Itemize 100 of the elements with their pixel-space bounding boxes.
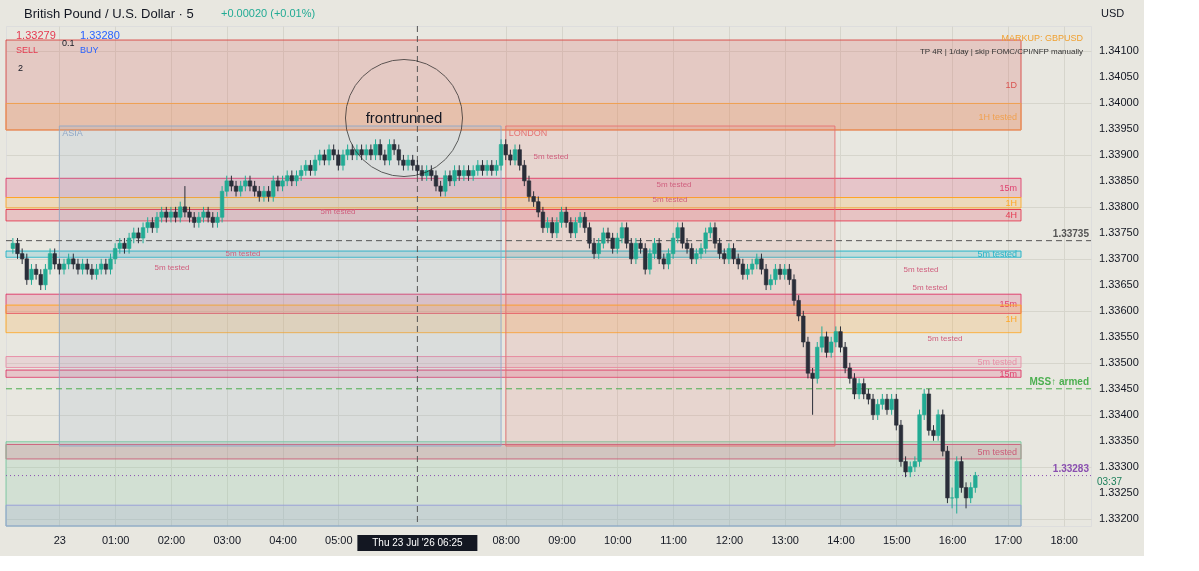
candlestick <box>447 169 453 187</box>
candlestick <box>340 149 346 171</box>
candlestick <box>271 175 276 203</box>
band-label: ASIA <box>62 128 83 138</box>
band-label: 1H <box>1005 313 1017 324</box>
x-tick-label: 08:00 <box>492 533 520 546</box>
band-label: 15m <box>999 368 1017 379</box>
candlestick <box>689 242 694 265</box>
candlestick <box>312 154 318 177</box>
x-tick-label: 13:00 <box>771 533 799 546</box>
candlestick <box>168 206 174 223</box>
ref-line-label: MSS↑ armed <box>1029 375 1089 387</box>
candlestick <box>884 393 890 416</box>
y-tick-label: 1.34050 <box>1099 69 1139 82</box>
y-tick-label: 1.33500 <box>1099 355 1139 368</box>
candlestick <box>368 144 373 161</box>
y-tick-label: 1.33300 <box>1099 459 1139 472</box>
candlestick <box>433 169 439 192</box>
candlestick <box>326 144 332 166</box>
band-label: LONDON <box>508 128 548 138</box>
band-label: 5m tested <box>977 249 1017 260</box>
candlestick <box>10 237 15 255</box>
candlestick <box>247 175 253 192</box>
x-tick-label: 14:00 <box>827 533 855 546</box>
candlestick <box>610 232 615 255</box>
candlestick <box>29 263 34 286</box>
y-tick-label: 1.33600 <box>1099 303 1139 316</box>
candlestick <box>452 164 457 187</box>
annotation: 5m tested <box>656 180 692 189</box>
x-tick-label: 05:00 <box>325 533 353 546</box>
y-tick-label: 1.33850 <box>1099 173 1139 186</box>
band-label: 5m tested <box>977 357 1017 368</box>
text: +0.00020 (+0.01%) <box>221 7 316 19</box>
y-tick-label: 1.33950 <box>1099 121 1139 134</box>
y-tick-label: 1.33200 <box>1099 511 1139 524</box>
annotation: 2 <box>18 63 24 73</box>
ref-line-label: 1.33283 <box>1052 462 1090 474</box>
text: USD <box>1101 7 1125 19</box>
x-tick-label: 17:00 <box>994 533 1023 546</box>
candlestick <box>726 242 732 265</box>
candlestick <box>633 237 639 265</box>
band-label: 1H tested <box>978 111 1017 122</box>
x-tick-label: 01:00 <box>101 533 130 546</box>
candlestick <box>498 138 504 171</box>
candlestick <box>512 144 518 166</box>
candlestick <box>870 393 876 421</box>
annotation: SELL <box>16 45 39 55</box>
x-tick-label: 16:00 <box>938 533 967 546</box>
candlestick <box>61 258 67 275</box>
annotation: TP 4R | 1/day | skip FOMC/CPI/NFP manually <box>919 47 1083 56</box>
candlestick <box>889 393 894 416</box>
text: 03:37 <box>1097 476 1123 487</box>
annotation: 5m tested <box>533 152 569 161</box>
candlestick <box>657 237 662 265</box>
band-label: 4H <box>1005 210 1017 221</box>
annotation: MARKUP: GBPUSD <box>1001 33 1084 43</box>
x-tick-label: 03:00 <box>213 533 242 546</box>
x-tick-label: 12:00 <box>715 533 744 546</box>
y-tick-label: 1.33650 <box>1099 277 1139 290</box>
candlestick <box>154 211 160 234</box>
annotation: 0.1 <box>62 38 75 48</box>
candlestick <box>233 180 239 197</box>
annotation: 5m tested <box>927 334 963 343</box>
candlestick <box>387 138 392 166</box>
candlestick <box>573 216 578 239</box>
band-label: 15m <box>999 182 1017 193</box>
candlestick <box>824 331 829 359</box>
annotation: BUY <box>80 45 99 55</box>
candlestick <box>443 169 448 197</box>
annotation: 5m tested <box>154 263 190 272</box>
band-label: 5m tested <box>977 446 1017 457</box>
candlestick <box>550 216 555 239</box>
candlestick <box>261 185 267 203</box>
candlestick <box>140 221 146 244</box>
annotation: 1.33279 <box>16 29 56 41</box>
candlestick <box>178 201 183 223</box>
annotation: 5m tested <box>903 265 939 274</box>
candlestick <box>89 263 94 281</box>
band-label: 1H <box>1005 197 1017 208</box>
candlestick <box>485 159 490 177</box>
y-tick-label: 1.33400 <box>1099 407 1139 420</box>
y-tick-label: 1.33350 <box>1099 433 1139 446</box>
candlestick <box>103 258 108 275</box>
band-label: 1D <box>1005 79 1018 90</box>
x-tick-label: 11:00 <box>660 533 687 546</box>
x-tick-label: 04:00 <box>269 533 297 546</box>
annotation: 5m tested <box>912 283 948 292</box>
candlestick <box>75 258 81 275</box>
candlestick <box>127 232 132 255</box>
x-tick-label: 02:00 <box>157 533 186 546</box>
x-tick-label: 10:00 <box>604 533 632 546</box>
candlestick <box>378 138 383 161</box>
candlestick <box>373 138 378 161</box>
candlestick <box>405 154 411 171</box>
candlestick <box>461 164 466 182</box>
y-tick-label: 1.34000 <box>1099 95 1139 108</box>
y-tick-label: 1.33250 <box>1099 485 1139 498</box>
candlestick <box>857 377 862 400</box>
ref-line-label: 1.33735 <box>1052 227 1090 239</box>
annotation: frontrunned <box>365 109 443 126</box>
